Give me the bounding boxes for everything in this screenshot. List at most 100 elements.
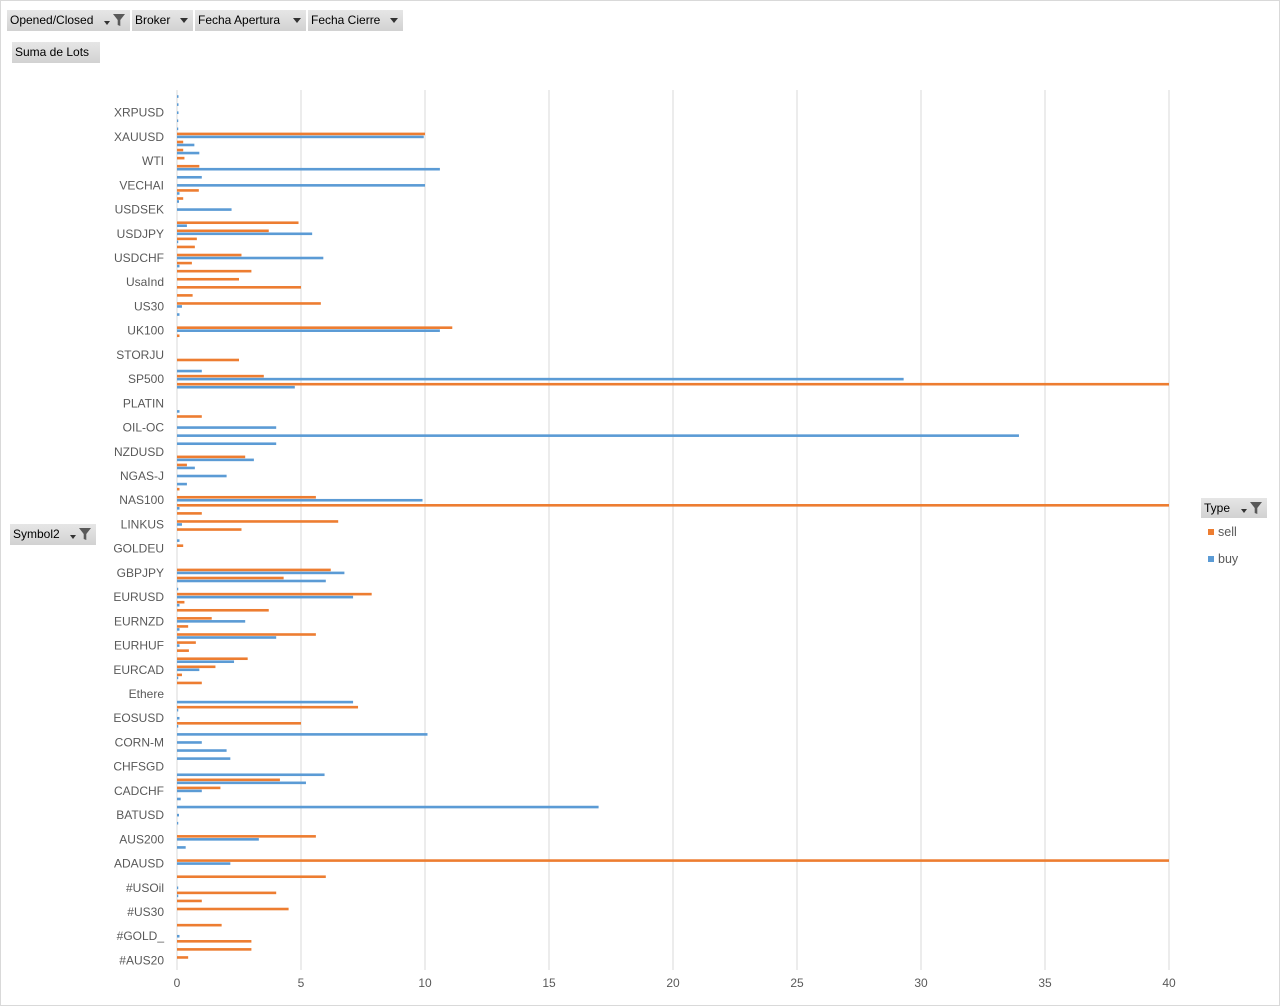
- x-tick-label: 40: [1162, 976, 1176, 990]
- bar-sell: [177, 923, 222, 927]
- bar-buy: [177, 385, 295, 389]
- category-label: USDSEK: [115, 203, 164, 217]
- bar-sell: [177, 512, 202, 515]
- bar-buy: [177, 103, 179, 106]
- bar-buy: [177, 264, 180, 268]
- bar-buy: [177, 644, 180, 647]
- category-label: BATUSD: [116, 808, 164, 822]
- bar-buy: [177, 200, 179, 203]
- bar-sell: [177, 156, 185, 160]
- category-label: AUS200: [119, 832, 164, 846]
- values-field-label: Suma de Lots: [15, 45, 90, 59]
- filter-button-label: Broker: [135, 13, 171, 27]
- bar-buy: [177, 660, 235, 664]
- category-label: CADCHF: [114, 784, 164, 798]
- legend-item-buy[interactable]: buy: [1206, 549, 1266, 569]
- x-tick-label: 20: [666, 976, 680, 990]
- bar-buy: [177, 232, 313, 236]
- category-label: #US30: [127, 905, 164, 919]
- bar-buy: [177, 668, 200, 672]
- bar-buy: [177, 175, 202, 179]
- bar-sell: [177, 786, 221, 790]
- bar-buy: [177, 482, 187, 486]
- bar-buy: [177, 426, 277, 429]
- bar-buy: [177, 523, 182, 526]
- bar-sell: [177, 592, 372, 596]
- filter-button-opened-closed[interactable]: Opened/Closed: [7, 10, 130, 31]
- values-field-button[interactable]: Suma de Lots: [12, 42, 100, 63]
- axis-field-button-symbol2[interactable]: Symbol2: [10, 524, 96, 545]
- category-label: #AUS20: [119, 953, 164, 967]
- bar-buy: [177, 846, 186, 849]
- bar-buy: [177, 862, 231, 865]
- bar-buy: [177, 805, 599, 809]
- category-label: US30: [134, 299, 164, 313]
- bar-buy: [177, 192, 180, 195]
- bar-sell: [177, 374, 264, 378]
- category-label: USDJPY: [117, 227, 164, 241]
- bar-buy: [177, 821, 179, 825]
- bar-sell: [177, 261, 192, 265]
- category-label: XRPUSD: [114, 106, 164, 120]
- filter-button-fecha-cierre[interactable]: Fecha Cierre: [308, 10, 403, 31]
- legend-label-buy: buy: [1218, 552, 1239, 566]
- category-label: EURNZD: [114, 614, 164, 628]
- bar-sell: [177, 237, 197, 241]
- bar-sell: [177, 948, 252, 951]
- category-label: XAUUSD: [114, 130, 164, 144]
- bar-buy: [177, 305, 182, 308]
- bar-buy: [177, 725, 179, 728]
- bar-buy: [177, 442, 277, 446]
- bar-buy: [177, 587, 179, 591]
- filter-button-fecha-apertura[interactable]: Fecha Apertura: [195, 10, 306, 31]
- dropdown-arrow-icon: [180, 18, 188, 23]
- filter-button-broker[interactable]: Broker: [132, 10, 193, 31]
- category-label: NZDUSD: [114, 445, 164, 459]
- bar-sell: [177, 722, 301, 725]
- category-label: WTI: [142, 154, 164, 168]
- bar-sell: [177, 132, 425, 136]
- category-label: GBPJPY: [117, 566, 164, 580]
- bar-buy: [177, 434, 1019, 437]
- legend-field-button-type[interactable]: Type: [1201, 498, 1267, 518]
- bar-sell: [177, 148, 184, 152]
- bar-buy: [177, 733, 428, 736]
- filter-button-label: Fecha Apertura: [198, 13, 281, 27]
- bar-buy: [177, 886, 179, 890]
- category-label: SP500: [128, 372, 164, 386]
- category-label: Ethere: [129, 687, 165, 701]
- category-label: UK100: [127, 324, 164, 338]
- category-label: NAS100: [119, 493, 164, 507]
- category-label: #USOil: [126, 881, 164, 895]
- bar-buy: [177, 708, 179, 712]
- bar-sell: [177, 641, 196, 644]
- bar-buy: [177, 498, 423, 502]
- legend-field-label: Type: [1204, 501, 1231, 515]
- bar-buy: [177, 151, 200, 155]
- bar-buy: [177, 135, 424, 139]
- bar-sell: [177, 600, 185, 604]
- bar-buy: [177, 838, 259, 841]
- bar-buy: [177, 410, 180, 413]
- legend-item-sell[interactable]: sell: [1206, 522, 1266, 542]
- bar-sell: [177, 657, 248, 661]
- bar-buy: [177, 167, 440, 171]
- axis-field-label: Symbol2: [13, 527, 60, 541]
- bar-sell: [177, 140, 184, 144]
- filter-button-label: Fecha Cierre: [311, 13, 381, 27]
- bar-buy: [177, 700, 354, 704]
- bar-buy: [177, 111, 179, 114]
- bar-buy: [177, 676, 179, 680]
- bar-buy: [177, 184, 425, 187]
- bar-sell: [177, 899, 202, 903]
- bar-sell: [177, 625, 189, 628]
- bar-buy: [177, 894, 179, 898]
- bar-buy: [177, 143, 195, 147]
- bar-sell: [177, 358, 239, 362]
- category-label: GOLDEU: [113, 542, 164, 556]
- bar-buy: [177, 628, 180, 631]
- bar-sell: [177, 568, 331, 572]
- bar-sell: [177, 681, 202, 685]
- bar-buy: [177, 466, 195, 470]
